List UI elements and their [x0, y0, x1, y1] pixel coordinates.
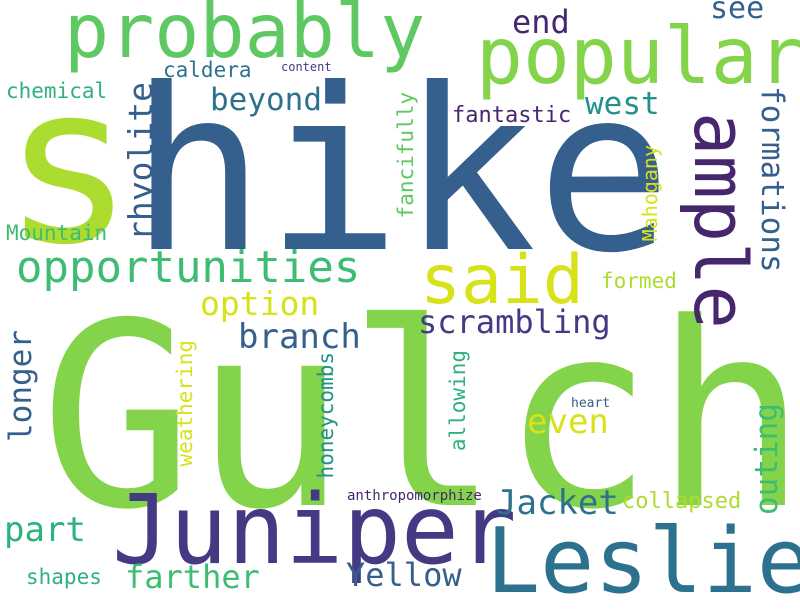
word-mahogany: Mahogany: [638, 145, 662, 242]
word-formations: formations: [754, 86, 790, 273]
word-heart: heart: [571, 396, 611, 411]
word-said: said: [420, 241, 584, 320]
word-formed: formed: [601, 269, 677, 293]
word-anthropomorphize: anthropomorphize: [347, 488, 482, 504]
word-popular: popular: [476, 12, 800, 102]
word-see: see: [710, 0, 765, 26]
word-end: end: [512, 3, 570, 41]
word-hike: hike: [130, 41, 672, 303]
word-honeycombs: honeycombs: [314, 352, 338, 479]
word-branch: branch: [238, 317, 361, 357]
word-s: s: [2, 37, 135, 293]
word-west: west: [585, 86, 660, 122]
word-leslie: Leslie: [486, 509, 800, 614]
word-mountain: Mountain: [6, 221, 108, 245]
word-even: even: [527, 402, 609, 442]
word-collapsed: collapsed: [622, 489, 742, 514]
word-part: part: [4, 510, 86, 550]
word-outing: outing: [749, 403, 785, 515]
word-allowing: allowing: [446, 350, 470, 452]
word-fancifully: fancifully: [394, 92, 418, 219]
word-scrambling: scrambling: [418, 303, 611, 341]
word-weathering: weathering: [173, 340, 197, 467]
word-caldera: caldera: [163, 58, 252, 82]
word-shapes: shapes: [26, 565, 102, 589]
word-rhyolite: rhyolite: [121, 82, 160, 241]
word-ample: ample: [678, 112, 762, 329]
word-content: content: [281, 60, 332, 74]
word-yellow: Yellow: [346, 556, 462, 594]
word-longer: longer: [3, 330, 39, 442]
word-fantastic: fantastic: [452, 103, 572, 128]
word-opportunities: opportunities: [16, 242, 361, 293]
word-chemical: chemical: [6, 79, 108, 103]
word-farther: farther: [125, 558, 260, 596]
word-jacket: Jacket: [496, 483, 619, 523]
word-gulch: Gulch: [40, 269, 800, 566]
word-beyond: beyond: [210, 82, 322, 118]
word-juniper: Juniper: [112, 474, 517, 586]
word-option: option: [200, 284, 320, 323]
word-probably: probably: [64, 0, 426, 75]
